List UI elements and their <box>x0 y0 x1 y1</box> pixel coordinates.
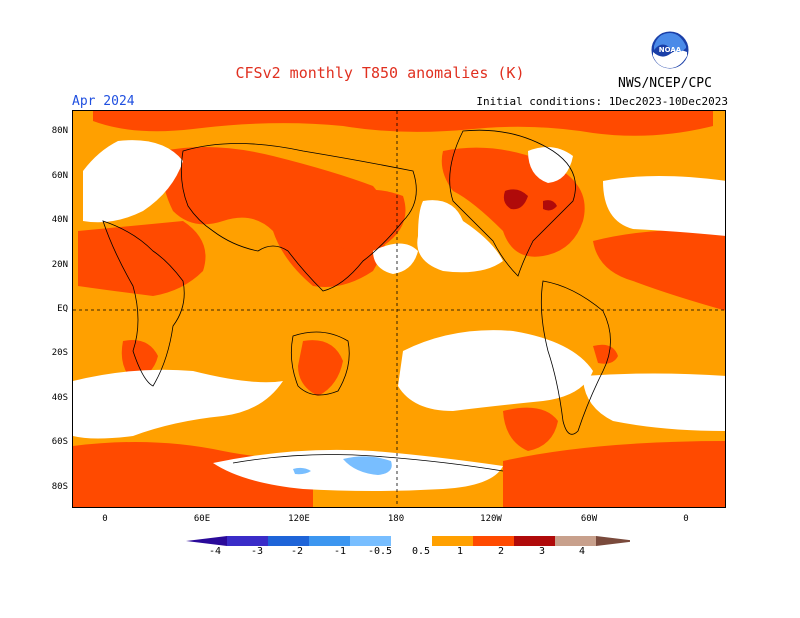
colorbar-swatch <box>514 536 555 546</box>
lat-label: 80N <box>51 126 68 136</box>
colorbar-label: 1 <box>456 546 464 557</box>
neutral-region-antarctic <box>213 449 503 491</box>
colorbar-swatch <box>473 536 514 546</box>
colorbar-label: -0.5 <box>367 546 393 557</box>
lat-label: 80S <box>51 482 68 492</box>
lon-label: 60W <box>580 514 598 524</box>
lat-label: 60S <box>51 437 68 447</box>
lat-label: 20S <box>51 348 68 358</box>
neutral-region-c-pacific <box>373 243 418 274</box>
initial-conditions-label: Initial conditions: 1Dec2023-10Dec2023 <box>476 95 728 108</box>
lon-label: 60E <box>193 514 211 524</box>
colorbar-swatch <box>268 536 309 546</box>
colorbar-swatch <box>555 536 596 546</box>
anomaly-region-atlantic <box>593 229 725 311</box>
colorbar-swatch <box>596 536 630 546</box>
anomaly-region-s-atlantic <box>503 407 558 451</box>
colorbar-swatch <box>350 536 391 546</box>
lon-label: 120W <box>480 514 502 524</box>
lat-label: 60N <box>51 171 68 181</box>
anomaly-region-central-pacific <box>323 189 406 253</box>
anomaly-region-dark-red <box>503 189 528 210</box>
neutral-region-e-atlantic <box>603 176 725 236</box>
colorbar-swatch <box>309 536 350 546</box>
anomaly-region-dark-red-small <box>543 200 557 211</box>
anomaly-region-australia <box>298 340 343 396</box>
agency-label: NWS/NCEP/CPC <box>618 76 712 91</box>
lon-label: 120E <box>288 514 310 524</box>
colorbar-label: -2 <box>290 546 304 557</box>
colorbar-label: 4 <box>578 546 586 557</box>
neutral-region-s-indian <box>73 369 283 439</box>
colorbar-label: -4 <box>208 546 222 557</box>
colorbar-swatch <box>227 536 268 546</box>
anomaly-region-s-america <box>593 344 618 364</box>
svg-text:NOAA: NOAA <box>659 46 682 54</box>
colorbar-swatch <box>432 536 473 546</box>
anomaly-region-eurasia <box>161 147 388 287</box>
cool-region-ross-sea <box>343 456 392 475</box>
coastlines <box>102 129 611 472</box>
colorbar <box>186 536 630 546</box>
neutral-region-greenland <box>528 147 573 183</box>
valid-month-label: Apr 2024 <box>72 94 135 109</box>
lat-label: 20N <box>51 260 68 270</box>
neutral-region-s-pacific <box>398 330 593 411</box>
lon-label: 0 <box>683 514 689 524</box>
lat-label: EQ <box>57 304 68 314</box>
neutral-region-s-atlantic-e <box>583 373 725 431</box>
anomaly-region-south-band-east <box>503 441 725 507</box>
colorbar-swatch <box>186 536 227 546</box>
lon-label: 0 <box>102 514 108 524</box>
neutral-region-n-atlantic <box>83 140 183 223</box>
anomaly-region-arctic-north <box>93 111 713 136</box>
anomaly-field <box>73 111 725 507</box>
anomaly-map <box>72 110 726 508</box>
map-title: CFSv2 monthly T850 anomalies (K) <box>235 64 525 82</box>
noaa-logo-icon: NOAA <box>650 30 690 70</box>
lat-label: 40N <box>51 215 68 225</box>
neutral-region-n-pacific <box>417 200 503 273</box>
colorbar-label: 0.5 <box>411 546 431 557</box>
colorbar-swatch <box>391 536 432 546</box>
colorbar-label: 2 <box>497 546 505 557</box>
colorbar-label: 3 <box>538 546 546 557</box>
cool-region-small <box>293 467 311 475</box>
lon-label: 180 <box>387 514 405 524</box>
colorbar-label: -3 <box>250 546 264 557</box>
colorbar-label: -1 <box>333 546 347 557</box>
lat-label: 40S <box>51 393 68 403</box>
